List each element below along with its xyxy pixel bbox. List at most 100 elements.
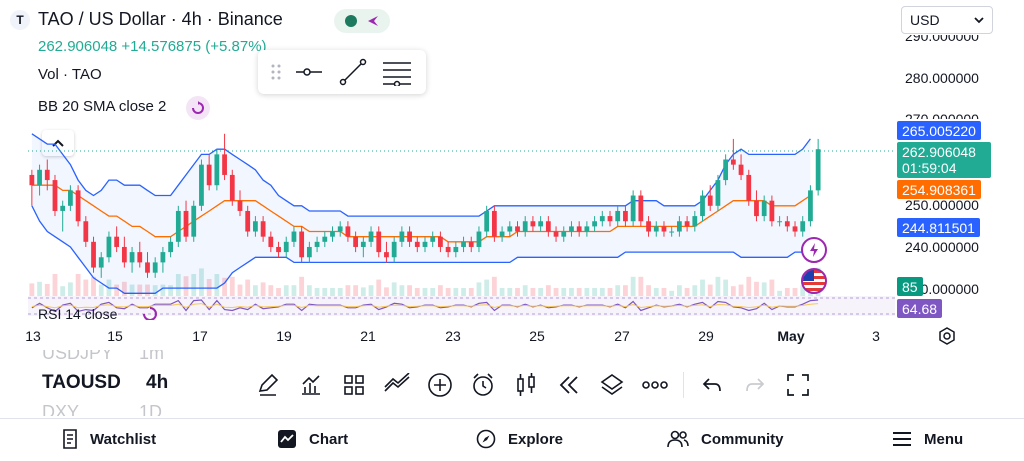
layers-icon[interactable] [597, 370, 627, 400]
candle [707, 185, 713, 211]
rsi-loading-icon [138, 306, 162, 320]
candle [345, 221, 351, 242]
pencil-icon[interactable] [253, 370, 283, 400]
nav-explore-label: Explore [508, 430, 564, 448]
volume-bar [715, 276, 721, 296]
chart-settings-icon[interactable] [937, 326, 957, 351]
volume-tag: 85 [897, 277, 923, 296]
volume-bar [630, 276, 636, 296]
candle-type-icon[interactable] [511, 370, 541, 400]
redo-icon[interactable] [740, 370, 770, 400]
candle [522, 216, 528, 237]
candle [399, 226, 405, 247]
volume-bar [330, 288, 335, 296]
nav-menu[interactable]: Menu [892, 422, 963, 456]
layouts-icon[interactable] [339, 370, 369, 400]
candle [461, 236, 466, 253]
bb-upper-tag: 265.005220 [897, 121, 981, 140]
nav-explore[interactable]: Explore [476, 422, 563, 456]
volume-bar [599, 288, 605, 296]
volume-bar [229, 276, 235, 296]
volume-bar [754, 281, 759, 296]
candle [330, 226, 335, 242]
next-symbol-wrap[interactable]: DXY 1D [42, 402, 162, 416]
candle [499, 226, 505, 242]
volume-bar [52, 274, 58, 296]
economic-event-us-flag-icon[interactable] [801, 268, 827, 294]
volume-bar [276, 288, 281, 296]
volume-bar [461, 288, 466, 296]
volume-bar [237, 284, 243, 296]
volume-bar [268, 285, 274, 296]
candle [360, 236, 366, 258]
volume-bar [314, 288, 320, 296]
collapse-legend-button[interactable] [42, 130, 74, 156]
volume-bar [445, 288, 451, 296]
nav-watchlist[interactable]: Watchlist [62, 422, 156, 456]
parallel-channel-icon[interactable] [381, 58, 413, 86]
nav-community[interactable]: Community [667, 422, 784, 456]
x-tick-3: 3 [872, 328, 880, 344]
candle [37, 164, 42, 196]
candle [638, 190, 644, 227]
status-pills[interactable] [334, 9, 390, 33]
candle [322, 231, 328, 247]
rsi-ma-line [31, 303, 819, 309]
trend-line-icon[interactable] [338, 57, 368, 87]
volume-bar [37, 281, 42, 296]
drag-handle-icon[interactable] [271, 63, 281, 81]
volume-bar [730, 286, 736, 296]
plus-icon[interactable] [425, 370, 455, 400]
candle [368, 226, 374, 247]
prev-symbol-wrap[interactable]: USDJPY 1m [42, 350, 164, 364]
chevron-down-icon [974, 17, 984, 24]
x-tick-23: 23 [445, 328, 461, 344]
horizontal-ray-icon[interactable] [294, 65, 324, 79]
next-symbol: DXY [42, 402, 80, 416]
current-timeframe[interactable]: 4h [146, 372, 169, 393]
volume-bar [360, 287, 366, 296]
candle [353, 231, 359, 253]
volume-bar [684, 288, 690, 296]
tao-logo: T [10, 10, 30, 30]
drawings-icon[interactable] [382, 370, 412, 400]
candle [800, 216, 806, 237]
volume-bar [299, 276, 305, 296]
candle [715, 174, 721, 211]
more-icon[interactable] [640, 370, 670, 400]
chart-icon [278, 430, 296, 448]
volume-bar [607, 288, 613, 296]
event-lightning-icon[interactable] [801, 237, 827, 263]
currency-select[interactable]: USD [901, 6, 993, 34]
candle [91, 236, 96, 273]
watchlist-icon [63, 429, 77, 449]
nav-watchlist-label: Watchlist [90, 430, 157, 448]
indicators-icon[interactable] [296, 370, 326, 400]
current-symbol[interactable]: TAOUSD [42, 372, 121, 393]
volume-bar [468, 288, 474, 296]
last-price-value: 262.906048 [902, 144, 976, 160]
volume-bar [646, 285, 651, 296]
candle [592, 216, 597, 232]
nav-chart[interactable]: Chart [277, 422, 348, 456]
candle [623, 205, 628, 227]
volume-bar [761, 282, 767, 296]
volume-bar [121, 281, 127, 296]
x-tick-13: 13 [25, 328, 41, 344]
volume-bar [661, 288, 667, 296]
alert-clock-icon[interactable] [468, 370, 498, 400]
volume-bar [746, 276, 752, 296]
volume-bar [129, 284, 135, 296]
volume-bar [669, 290, 675, 296]
candle [692, 210, 698, 232]
volume-bar [160, 284, 166, 296]
price-chart[interactable] [0, 0, 1024, 345]
volume-bar [530, 288, 536, 296]
undo-icon[interactable] [697, 370, 727, 400]
fullscreen-icon[interactable] [783, 370, 813, 400]
replay-icon[interactable] [554, 370, 584, 400]
symbol-title[interactable]: TAO / US Dollar · 4h · Binance [38, 9, 283, 29]
bb-indicator-label[interactable]: BB 20 SMA close 2 [38, 98, 167, 115]
indicator-loading-icon[interactable] [186, 96, 210, 120]
